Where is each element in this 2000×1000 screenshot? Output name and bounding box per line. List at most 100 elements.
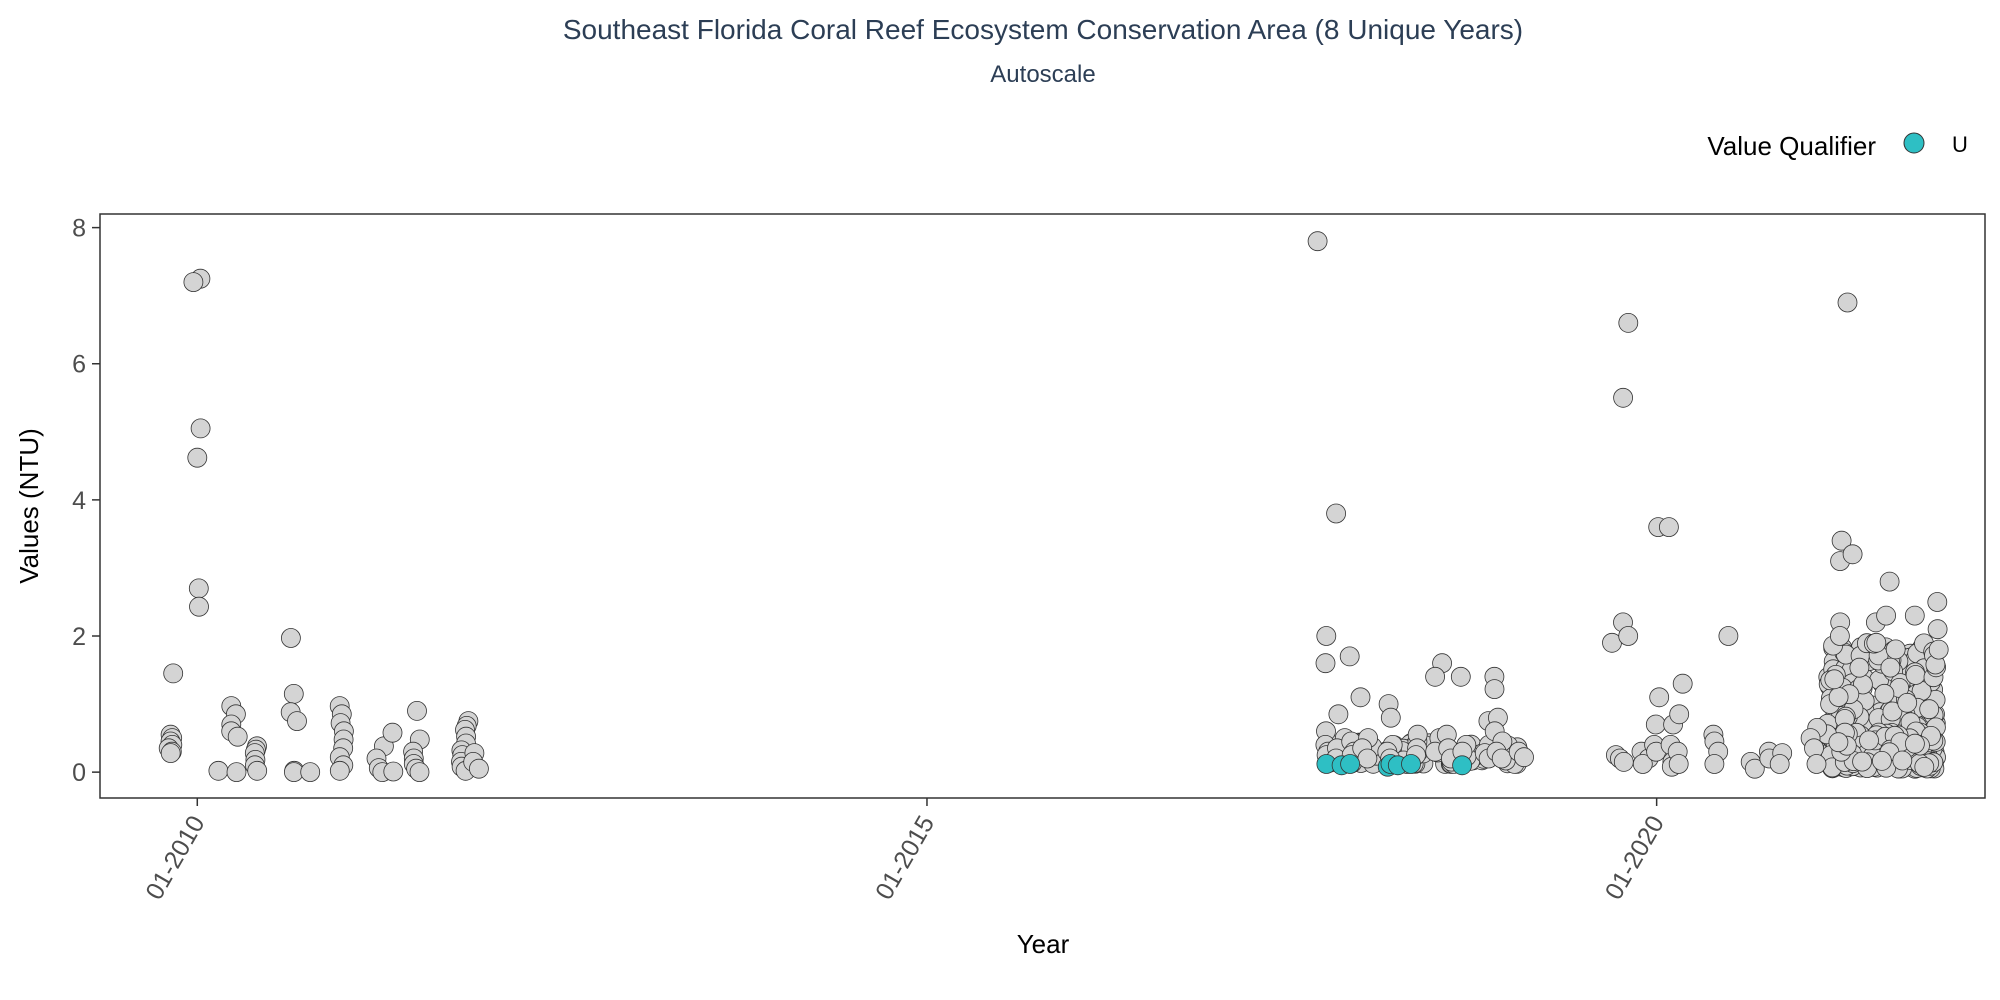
data-point [189,596,209,617]
data-point-u [1340,754,1360,774]
data-point [1613,752,1634,772]
data-point [1769,754,1790,774]
data-point [1649,687,1670,708]
data-point [280,628,301,648]
data-point [1668,754,1689,774]
data-point [1718,626,1739,646]
legend-title: Value Qualifier [1707,131,1876,161]
data-point [1831,530,1852,551]
data-point-cluster [1824,669,1845,690]
data-point [300,762,321,782]
data-point [329,760,350,781]
data-point [1632,754,1653,774]
x-tick-label: 01-2020 [1600,811,1670,904]
legend-label-u: U [1952,132,1968,157]
chart-subtitle: Autoscale [990,61,1095,88]
data-point [1672,673,1693,694]
data-point-cluster [1872,751,1892,771]
data-point [1879,571,1900,592]
data-point [1645,714,1666,735]
data-point [208,760,229,781]
y-tick-label: 4 [72,487,86,515]
data-point [1307,231,1328,252]
y-tick-label: 2 [72,623,86,651]
data-point [160,743,181,763]
points-layer [158,231,1949,782]
x-axis-label: Year [1017,929,1070,959]
data-point [1315,653,1336,674]
data-point [1425,666,1445,687]
legend: Value Qualifier U [1707,131,1968,161]
data-point-cluster [1905,665,1926,685]
data-point [283,684,304,704]
data-point-cluster [1849,657,1870,678]
data-point-cluster [1885,639,1906,660]
data-point [1380,707,1401,728]
data-point-u [1401,754,1421,774]
data-point [247,760,268,781]
x-tick-label: 01-2015 [870,811,940,904]
data-point [1484,679,1505,699]
data-point [183,272,204,293]
data-point [1326,503,1346,524]
data-point [382,722,403,743]
data-point [468,758,489,779]
data-point [188,578,209,599]
x-axis: 01-2010 01-2015 01-2020 [140,798,1670,904]
data-point [1514,747,1534,768]
data-point [1837,292,1858,313]
data-point [1927,592,1948,612]
legend-key-u [1903,132,1925,154]
data-point [1357,748,1378,769]
y-tick-label: 0 [72,759,86,787]
data-point [383,761,404,782]
data-point [1928,639,1949,660]
y-tick-label: 8 [72,215,86,243]
data-point-cluster [1897,692,1918,713]
data-point [190,418,211,439]
chart-title: Southeast Florida Coral Reef Ecosystem C… [563,14,1523,45]
x-tick-label: 01-2010 [140,811,210,904]
data-point [163,663,184,684]
data-point [1618,312,1639,333]
data-point [1659,517,1679,537]
data-point [187,447,208,468]
data-point [1618,626,1639,646]
data-point-cluster [1852,751,1872,772]
data-point-cluster [1880,657,1901,678]
data-point-cluster [1892,750,1913,771]
y-axis-label: Values (NTU) [14,428,44,584]
data-point-u [1452,755,1472,776]
data-point [1491,748,1512,769]
data-point-cluster [1874,683,1895,704]
data-point [1927,619,1948,640]
data-point [1866,632,1887,653]
data-point [1613,387,1633,408]
data-point [227,726,248,747]
data-point [407,701,427,721]
data-point-cluster [1828,732,1849,753]
data-point-cluster [1905,733,1925,754]
data-point [226,762,247,782]
data-point [1339,646,1360,667]
data-point-cluster [1914,757,1935,777]
data-point [1842,544,1863,565]
data-point [1744,758,1765,779]
data-point [1830,626,1850,646]
data-point [1704,754,1725,774]
y-axis: 0 2 4 6 8 [72,215,100,787]
data-point-cluster [1859,730,1879,751]
data-point [1904,605,1925,626]
data-point [1450,666,1471,687]
data-point [409,762,430,782]
data-point [287,711,307,731]
data-point [1876,605,1896,626]
data-point-cluster [1828,687,1849,707]
y-tick-label: 6 [72,351,86,379]
data-point [1806,754,1827,774]
data-point [1328,704,1349,725]
data-point-cluster [1919,699,1940,720]
data-point [1316,626,1337,646]
